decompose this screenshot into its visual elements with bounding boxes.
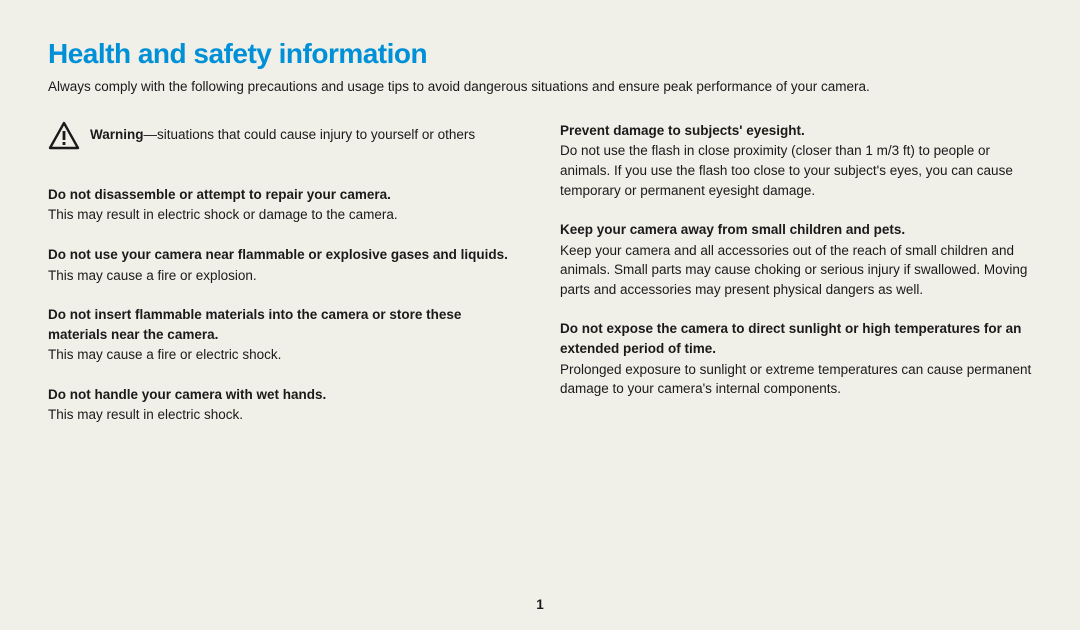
section-body: Keep your camera and all accessories out… xyxy=(560,241,1032,300)
section-head: Keep your camera away from small childre… xyxy=(560,220,1032,240)
section-head: Do not insert flammable materials into t… xyxy=(48,305,520,344)
section: Do not expose the camera to direct sunli… xyxy=(560,319,1032,398)
warning-row: Warning—situations that could cause inju… xyxy=(48,121,520,151)
section-body: This may cause a fire or electric shock. xyxy=(48,345,520,365)
right-column: Prevent damage to subjects' eyesight. Do… xyxy=(560,121,1032,445)
page-title: Health and safety information xyxy=(48,38,1032,70)
section-head: Do not expose the camera to direct sunli… xyxy=(560,319,1032,358)
warning-label: Warning xyxy=(90,127,144,142)
warning-desc: —situations that could cause injury to y… xyxy=(144,127,476,142)
section-head: Do not disassemble or attempt to repair … xyxy=(48,185,520,205)
section: Keep your camera away from small childre… xyxy=(560,220,1032,299)
intro-text: Always comply with the following precaut… xyxy=(48,78,1032,97)
section-body: This may cause a fire or explosion. xyxy=(48,266,520,286)
warning-text: Warning—situations that could cause inju… xyxy=(90,126,475,145)
section-head: Do not use your camera near flammable or… xyxy=(48,245,520,265)
section: Do not use your camera near flammable or… xyxy=(48,245,520,285)
section-body: This may result in electric shock. xyxy=(48,405,520,425)
content-columns: Warning—situations that could cause inju… xyxy=(48,121,1032,445)
section-body: Do not use the flash in close proximity … xyxy=(560,141,1032,200)
section: Do not disassemble or attempt to repair … xyxy=(48,185,520,225)
section-body: This may result in electric shock or dam… xyxy=(48,205,520,225)
warning-icon xyxy=(48,121,80,151)
section: Prevent damage to subjects' eyesight. Do… xyxy=(560,121,1032,200)
section: Do not handle your camera with wet hands… xyxy=(48,385,520,425)
section-body: Prolonged exposure to sunlight or extrem… xyxy=(560,360,1032,399)
page-number: 1 xyxy=(0,597,1080,612)
section-head: Prevent damage to subjects' eyesight. xyxy=(560,121,1032,141)
section-head: Do not handle your camera with wet hands… xyxy=(48,385,520,405)
left-column: Warning—situations that could cause inju… xyxy=(48,121,520,445)
section: Do not insert flammable materials into t… xyxy=(48,305,520,365)
